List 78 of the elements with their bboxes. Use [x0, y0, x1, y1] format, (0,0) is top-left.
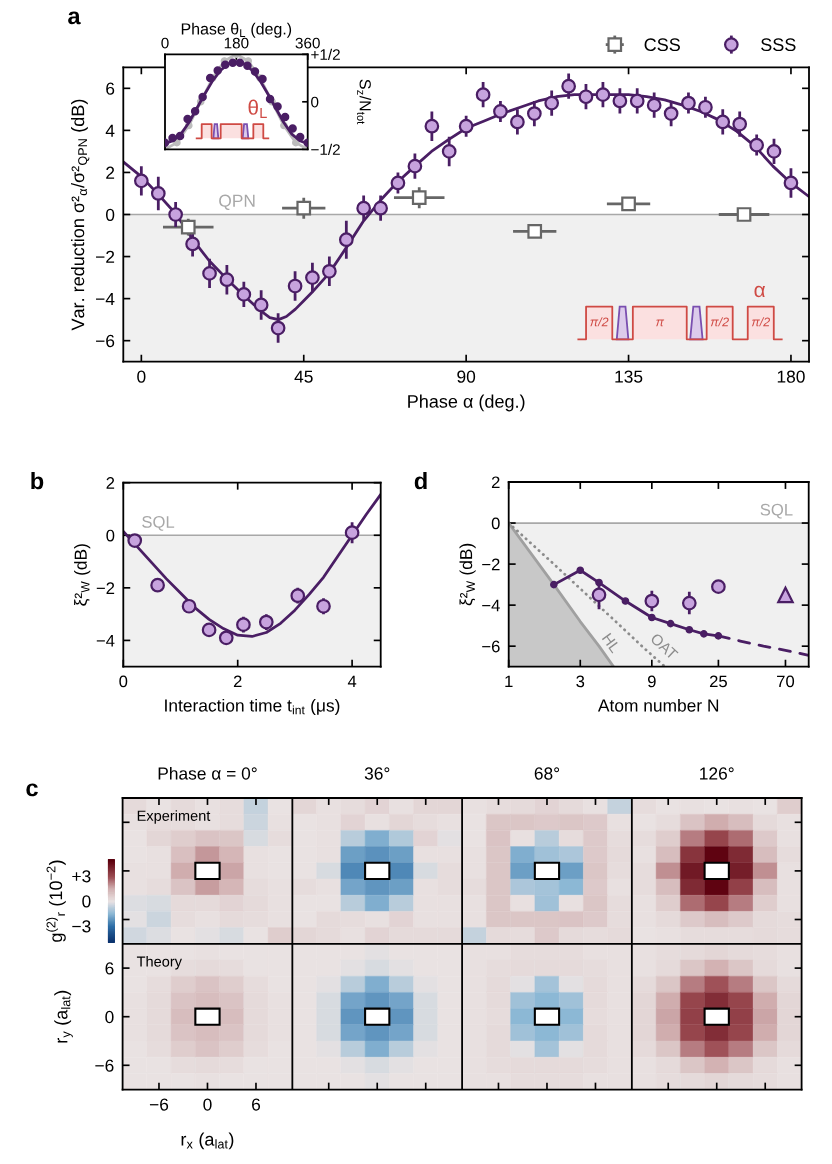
text: 126°	[700, 767, 734, 780]
x-tick-label: 4	[347, 675, 357, 688]
x-tick-label: 2	[233, 675, 242, 688]
y-axis-title: S$_{z}$/N$_{tot}$	[357, 79, 372, 125]
x-tick-label: 0	[137, 370, 146, 383]
x-axis-title: Phase α (deg.)	[408, 394, 525, 412]
x-axis-title: Phase θ$_{L}$ (deg.)	[181, 22, 292, 38]
y-tick-label: −6	[482, 640, 500, 653]
y-tick-label: 6	[105, 962, 114, 975]
y-tick-label: −2	[482, 558, 500, 571]
color-bar-title: g$^{(2)}$$_{r}$ (10$^{−2}$)	[46, 860, 66, 942]
x-tick-label: 1	[505, 675, 513, 688]
y-axis-title: r$_{y}$ (a$_{lat}$)	[54, 990, 73, 1043]
annotation: Experiment	[137, 810, 211, 824]
x-tick-label: 45	[294, 370, 313, 383]
text: 36°	[364, 767, 390, 780]
y-tick-label: 2	[491, 476, 500, 489]
annotation: θ$_{L}$	[248, 99, 267, 118]
y-tick-label: 0	[106, 529, 115, 542]
x-tick-label: 90	[457, 370, 476, 383]
x-tick-label: 0	[203, 1098, 212, 1111]
y-tick-label: −1/2	[311, 143, 340, 155]
y-tick-label: −4	[96, 292, 115, 305]
y-tick-label: −2	[96, 250, 115, 263]
y-axis-title: ξ²$_{W}$ (dB)	[74, 544, 91, 606]
legend-label: CSS	[644, 38, 680, 52]
x-tick-label: 70	[777, 675, 795, 688]
chart-title: b	[31, 471, 44, 490]
y-tick-label: −2	[96, 582, 115, 594]
color-bar-label: −3	[72, 920, 91, 933]
x-tick-label: 180	[224, 37, 249, 49]
annotation: HL	[601, 632, 621, 654]
y-tick-label: +1/2	[311, 48, 340, 60]
y-axis-title: Var. reduction σ²$_{α}$/σ²$_{QPN}$ (dB)	[71, 99, 90, 331]
x-tick-label: 3	[576, 675, 585, 688]
ref-line-label: SQL	[142, 516, 175, 531]
x-tick-label: 9	[647, 675, 656, 688]
annotation: π/2	[751, 317, 770, 327]
y-tick-label: 0	[105, 208, 115, 221]
y-tick-label: 6	[106, 82, 115, 95]
y-tick-label: −4	[96, 634, 115, 647]
y-axis-title: ξ²$_{W}$ (dB)	[459, 543, 476, 606]
y-tick-label: 2	[106, 166, 115, 179]
y-tick-label: 0	[491, 517, 500, 530]
x-tick-label: 360	[295, 37, 320, 49]
chart-title: d	[414, 471, 427, 490]
annotation: π	[656, 319, 665, 327]
text: c	[26, 783, 38, 797]
x-axis-title: Interaction time t$_{int}$ (μs)	[165, 698, 340, 716]
y-tick-label: 4	[105, 124, 115, 137]
x-tick-label: 180	[777, 370, 805, 383]
color-bar-label: 0	[82, 895, 91, 908]
x-tick-label: −6	[149, 1098, 169, 1111]
annotation: Theory	[136, 956, 182, 970]
annotation: π/2	[710, 317, 729, 327]
ref-line-label: SQL	[760, 503, 793, 519]
y-tick-label: 0	[105, 1010, 114, 1024]
legend-label: SSS	[761, 38, 796, 52]
y-tick-label: 2	[106, 477, 115, 489]
y-tick-label: −6	[96, 334, 115, 348]
x-tick-label: 6	[252, 1098, 261, 1111]
text: Phase α = 0°	[158, 766, 257, 780]
x-axis-title: Atom number N	[597, 698, 719, 712]
y-tick-label: 0	[311, 96, 319, 108]
color-bar-label: +3	[72, 870, 91, 883]
x-tick-label: 135	[615, 370, 643, 383]
y-tick-label: −6	[95, 1059, 114, 1072]
x-tick-label: 0	[119, 675, 128, 688]
annotation: π/2	[590, 317, 609, 327]
annotation: α	[754, 285, 766, 298]
ref-line-label: QPN	[219, 194, 255, 211]
text: 68°	[534, 767, 560, 780]
x-tick-label: 25	[709, 675, 727, 688]
y-tick-label: −4	[482, 599, 500, 612]
chart-title: a	[68, 11, 81, 25]
x-tick-label: 0	[161, 37, 169, 49]
x-axis-title: r$_{x}$ (a$_{lat}$)	[181, 1132, 234, 1150]
annotation: OAT	[649, 632, 679, 661]
